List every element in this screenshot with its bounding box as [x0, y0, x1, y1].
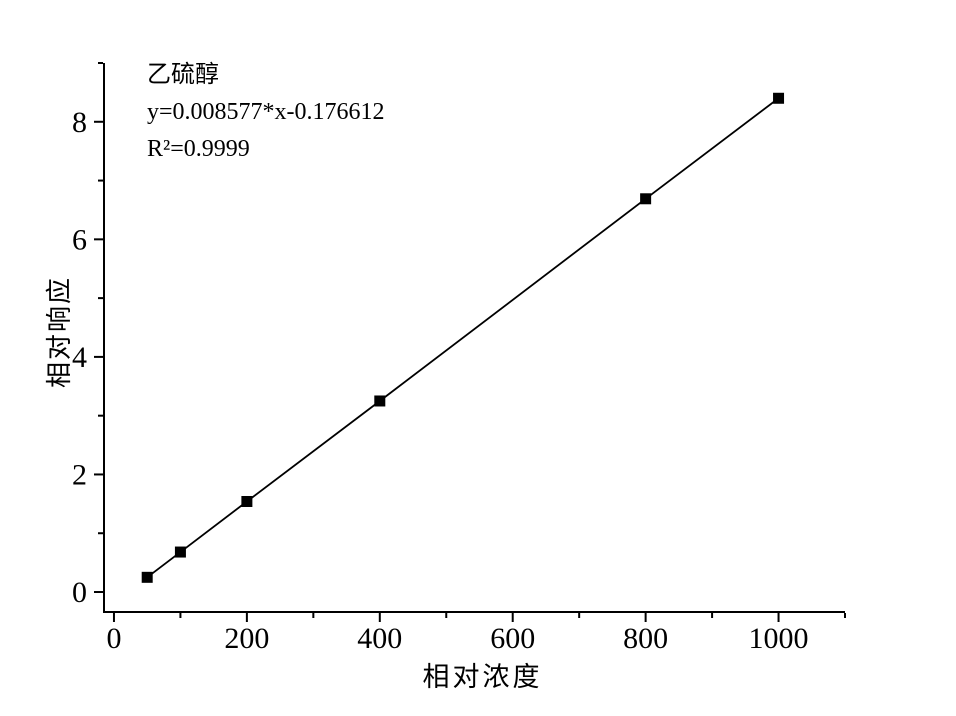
y-axis-title: 相对响应: [45, 276, 74, 388]
x-tick-label: 400: [357, 622, 402, 655]
x-tick-label: 800: [623, 622, 668, 655]
x-axis-title: 相对浓度: [423, 662, 543, 692]
annotation-r-squared: R²=0.9999: [147, 136, 250, 162]
y-tick-label: 6: [72, 223, 87, 256]
x-tick-label: 600: [490, 622, 535, 655]
x-tick-label: 0: [106, 622, 121, 655]
y-tick-label: 4: [72, 341, 87, 374]
data-point-marker: [773, 92, 785, 104]
annotation-box: 乙硫醇 y=0.008577*x-0.176612 R²=0.9999: [147, 57, 385, 168]
y-tick-label: 2: [72, 458, 87, 491]
x-tick-label: 1000: [749, 622, 809, 655]
data-point-marker: [640, 193, 652, 205]
axis-lines: [103, 63, 845, 613]
fit-line: [146, 97, 780, 579]
annotation-equation: y=0.008577*x-0.176612: [147, 99, 385, 125]
data-point-marker: [174, 546, 186, 558]
data-point-marker: [141, 571, 153, 583]
data-point-marker: [374, 395, 386, 407]
data-point-marker: [241, 495, 253, 507]
x-tick-label: 200: [224, 622, 269, 655]
y-tick-label: 0: [72, 576, 87, 609]
y-tick-label: 8: [72, 106, 87, 139]
annotation-series-name: 乙硫醇: [147, 62, 219, 88]
